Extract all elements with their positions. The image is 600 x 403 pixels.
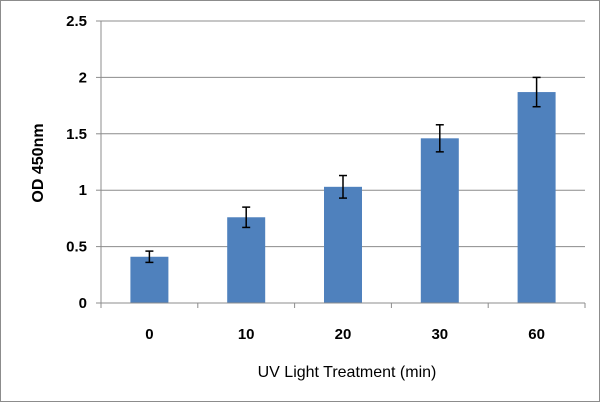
bar-20 xyxy=(324,186,362,303)
x-tick-label: 10 xyxy=(238,326,255,343)
y-tick-label: 1 xyxy=(79,182,87,199)
bar-30 xyxy=(420,138,459,303)
bar-10 xyxy=(227,217,266,303)
y-axis-title: OD 450nm xyxy=(30,123,47,202)
x-tick-label: 0 xyxy=(145,326,153,343)
bars xyxy=(130,92,556,304)
x-tick-label: 20 xyxy=(335,326,352,343)
error-bar-30 xyxy=(435,124,444,153)
y-tick-label: 0.5 xyxy=(66,239,87,256)
x-tick-label: 60 xyxy=(528,326,545,343)
y-tick-label: 2.5 xyxy=(66,13,87,30)
error-bar-10 xyxy=(242,206,251,229)
error-bar-60 xyxy=(532,76,541,108)
error-bars xyxy=(145,76,541,264)
error-bar-0 xyxy=(145,250,154,264)
gridlines xyxy=(101,20,585,248)
y-tick-label: 0 xyxy=(79,295,87,312)
y-tick-label: 1.5 xyxy=(66,126,87,143)
x-tick-labels: 0 10 20 30 60 xyxy=(145,326,545,343)
x-tick-label: 30 xyxy=(431,326,448,343)
bar-0 xyxy=(130,256,169,303)
error-bar-20 xyxy=(339,174,347,199)
x-axis-title: UV Light Treatment (min) xyxy=(258,364,437,381)
y-tick-labels: 0 0.5 1 1.5 2 2.5 xyxy=(66,13,87,312)
axes xyxy=(96,20,586,308)
y-tick-label: 2 xyxy=(79,69,87,86)
bar-60 xyxy=(517,92,556,304)
